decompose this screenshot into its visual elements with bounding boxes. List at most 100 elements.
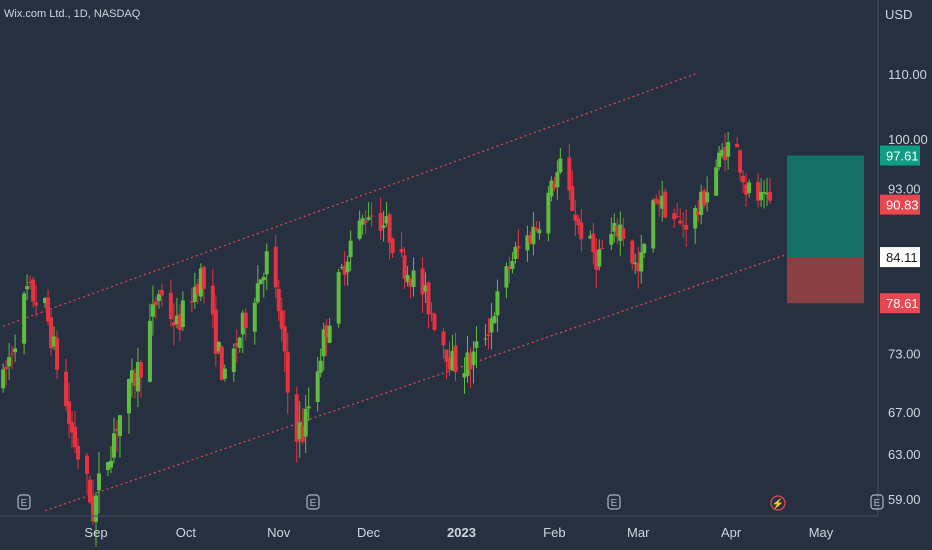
- candle-body: [153, 301, 158, 305]
- candle-body: [576, 218, 581, 226]
- candle: [444, 349, 449, 380]
- candle-body: [282, 326, 287, 352]
- time-tick-label: 2023: [447, 525, 476, 540]
- candle: [531, 212, 536, 256]
- candle-body: [237, 337, 242, 348]
- candle-body: [13, 348, 18, 353]
- target-zone: [787, 155, 864, 258]
- long-position-tool[interactable]: [787, 155, 864, 304]
- time-tick-label: May: [809, 525, 834, 540]
- candle: [13, 334, 18, 362]
- price-tick-label: 100.00: [888, 132, 928, 147]
- candle: [483, 324, 488, 346]
- candle-body: [219, 346, 224, 380]
- candle: [681, 212, 686, 238]
- candle-body: [672, 213, 677, 220]
- candle-body: [510, 261, 515, 269]
- last-price-tag-label: 90.83: [886, 198, 919, 213]
- candle-body: [699, 191, 704, 216]
- candle: [252, 297, 257, 345]
- candle-body: [549, 180, 554, 197]
- candle-body: [189, 301, 194, 303]
- candle-body: [573, 214, 578, 221]
- candle-body: [126, 378, 131, 414]
- candle-body: [423, 285, 428, 292]
- price-axis[interactable]: 110.00100.0093.0084.0073.0067.0063.0059.…: [888, 67, 928, 507]
- stop-price-tag-bg: [880, 293, 920, 314]
- candle-body: [258, 279, 263, 285]
- candle-body: [639, 252, 644, 272]
- currency-label[interactable]: USD: [885, 7, 912, 22]
- candle: [684, 209, 689, 247]
- candle: [222, 364, 227, 382]
- candle: [135, 347, 140, 408]
- candle-body: [129, 370, 134, 383]
- candle: [264, 243, 269, 291]
- candle: [88, 475, 93, 505]
- candle: [738, 149, 743, 181]
- candle-body: [198, 268, 203, 297]
- candle: [744, 173, 749, 207]
- candle-body: [64, 371, 69, 407]
- candle: [678, 208, 683, 225]
- candle-body: [49, 317, 54, 349]
- candle: [234, 329, 239, 363]
- symbol-label[interactable]: Wix.com Ltd., 1D, NASDAQ: [4, 8, 141, 20]
- price-tick-label: 93.00: [888, 182, 921, 197]
- channel-line-lower: [44, 249, 801, 512]
- candle: [73, 410, 78, 453]
- candle: [636, 247, 641, 289]
- candle: [366, 202, 371, 221]
- event-icons[interactable]: E E E E ⚡: [17, 494, 884, 511]
- candle: [426, 281, 431, 329]
- candle: [558, 148, 563, 175]
- candle-body: [651, 200, 656, 249]
- candle-body: [507, 266, 512, 270]
- earnings-icon-glyph: E: [611, 498, 618, 509]
- candle-body: [285, 352, 290, 393]
- candle-body: [384, 216, 389, 224]
- candle: [336, 269, 341, 328]
- candle: [573, 200, 578, 237]
- candle: [546, 186, 551, 242]
- candle: [399, 232, 404, 258]
- flash-icon: ⚡: [770, 495, 786, 511]
- candle: [306, 387, 311, 422]
- time-axis[interactable]: Sep Oct Nov Dec 2023 Feb Mar Apr May: [84, 525, 833, 540]
- candle-body: [135, 362, 140, 392]
- candle: [25, 274, 30, 301]
- candle-body: [132, 372, 137, 387]
- candle: [462, 357, 467, 394]
- candle: [384, 201, 389, 227]
- candle-body: [366, 217, 371, 220]
- candle: [489, 302, 494, 350]
- candle: [180, 291, 185, 331]
- candle-body: [324, 325, 329, 338]
- candle: [132, 368, 137, 399]
- candle-body: [10, 353, 15, 355]
- candle-body: [252, 302, 257, 332]
- candle-series: [1, 131, 773, 547]
- candle-body: [516, 245, 521, 249]
- candle: [49, 310, 54, 356]
- candle: [327, 317, 332, 344]
- price-tick-label: 110.00: [888, 67, 927, 82]
- candle-body: [234, 343, 239, 347]
- candle-body: [369, 215, 374, 217]
- candle: [618, 211, 623, 256]
- candle: [471, 341, 476, 384]
- candle-body: [138, 362, 143, 378]
- candle-body: [67, 401, 72, 424]
- candle: [96, 452, 101, 514]
- candle-body: [591, 233, 596, 253]
- candle-body: [210, 285, 215, 315]
- candle: [591, 223, 596, 265]
- candle: [94, 492, 98, 547]
- candle-body: [579, 222, 584, 240]
- candle-body: [7, 357, 12, 367]
- candle: [534, 221, 539, 233]
- candle: [243, 308, 248, 341]
- candle: [171, 303, 176, 346]
